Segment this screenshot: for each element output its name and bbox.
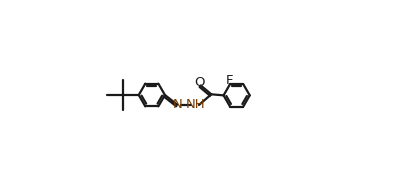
Text: F: F bbox=[226, 74, 233, 87]
Text: N: N bbox=[173, 98, 183, 112]
Text: NH: NH bbox=[185, 98, 205, 112]
Text: O: O bbox=[194, 76, 205, 89]
